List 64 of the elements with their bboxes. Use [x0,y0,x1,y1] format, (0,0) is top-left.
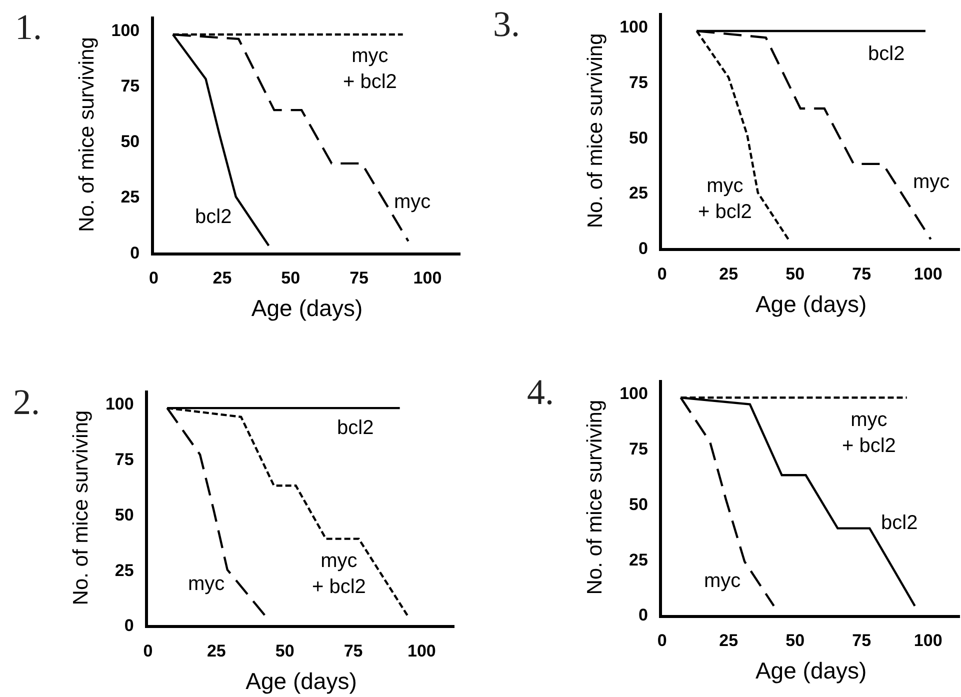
y-tick-label: 25 [629,184,648,203]
y-tick-label: 50 [114,505,134,524]
y-tick-label: 100 [105,394,134,414]
y-tick-label: 0 [124,616,134,636]
series-label: myc [913,171,950,193]
x-tick-label: 100 [408,641,436,660]
x-tick-label: 100 [914,264,942,284]
x-tick-label: 50 [275,641,294,660]
y-tick-label: 0 [638,606,648,625]
chart-title: 2. [13,382,40,422]
chart-title: 3. [493,4,520,44]
series-label: myc [188,573,225,595]
series-label: myc [704,570,741,592]
y-tick-label: 50 [120,132,140,152]
x-tick-label: 25 [719,630,738,650]
x-tick-label: 0 [657,630,667,650]
y-tick-label: 100 [620,17,648,36]
x-tick-label: 50 [281,268,300,288]
chart-title: 1. [15,7,42,47]
x-tick-label: 75 [350,268,369,288]
x-tick-label: 0 [143,641,153,660]
series-label: bcl2 [881,512,918,534]
series-label: myc [394,191,431,213]
x-tick-label: 75 [852,630,872,650]
x-axis-title: Age (days) [246,668,357,694]
y-tick-label: 100 [111,21,140,40]
y-tick-label: 50 [629,128,648,148]
y-tick-label: 75 [629,440,648,459]
x-tick-label: 100 [914,630,942,650]
y-tick-label: 75 [114,450,134,469]
x-tick-label: 0 [149,268,158,288]
series-label: myc + bcl2 [312,550,366,598]
series-label: myc + bcl2 [842,409,896,457]
x-axis-title: Age (days) [755,290,867,317]
y-tick-label: 50 [629,494,648,514]
x-tick-label: 25 [212,268,232,288]
x-tick-label: 25 [719,264,738,284]
x-tick-label: 25 [206,641,226,660]
y-tick-label: 25 [120,188,140,207]
chart-title: 4. [527,372,554,412]
series-label: myc + bcl2 [343,45,397,93]
series-label: bcl2 [195,206,232,228]
x-tick-label: 100 [413,268,442,288]
x-tick-label: 75 [344,641,363,660]
y-tick-label: 25 [114,560,134,580]
y-tick-label: 0 [130,243,140,262]
series-label: bcl2 [337,417,374,439]
y-tick-label: 100 [620,384,648,404]
y-tick-label: 25 [629,550,648,570]
y-axis-title: No. of mice surviving [70,410,93,606]
y-axis-title: No. of mice surviving [75,37,98,232]
series-label: bcl2 [868,43,905,65]
y-tick-label: 75 [120,76,140,96]
y-axis-title: No. of mice surviving [584,33,607,228]
y-tick-label: 0 [638,239,648,258]
x-axis-title: Age (days) [251,295,363,322]
x-tick-label: 50 [786,630,805,650]
y-axis-title: No. of mice surviving [584,400,607,595]
x-tick-label: 75 [852,264,872,284]
x-tick-label: 0 [657,264,667,284]
x-tick-label: 50 [786,264,805,284]
x-axis-title: Age (days) [755,658,867,684]
y-tick-label: 75 [629,72,648,92]
series-label: myc + bcl2 [698,175,752,223]
